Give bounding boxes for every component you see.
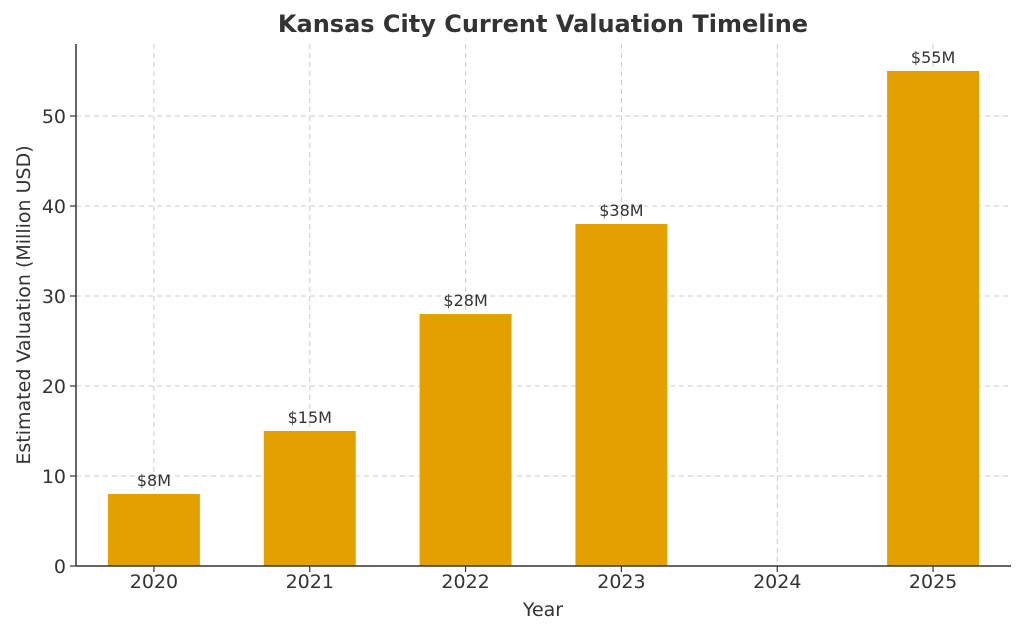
x-tick-label: 2024	[753, 571, 801, 593]
x-tick-label: 2022	[441, 571, 489, 593]
axes-layer	[70, 44, 1011, 572]
y-tick-label: 50	[42, 106, 66, 128]
y-tick-label: 20	[42, 376, 66, 398]
y-tick-label: 0	[54, 556, 66, 578]
bar-data-label: $38M	[599, 201, 643, 220]
bar-data-label: $15M	[288, 408, 332, 427]
bar	[107, 494, 200, 566]
x-axis-title: Year	[522, 599, 563, 621]
grid-layer	[76, 44, 1011, 567]
x-tick-label: 2025	[909, 571, 957, 593]
bar-data-label: $55M	[911, 48, 955, 67]
bar	[263, 431, 356, 566]
x-tick-label: 2023	[597, 571, 645, 593]
bar-data-label: $8M	[137, 471, 171, 490]
chart-title: Kansas City Current Valuation Timeline	[278, 10, 808, 38]
bar	[887, 71, 980, 566]
x-tick-label: 2020	[130, 571, 178, 593]
labels-layer: 0 10 20 30 40 50 2020 2021 2022 2023 2024 2025 $8M $1…	[42, 48, 957, 593]
y-tick-label: 30	[42, 286, 66, 308]
bars-layer	[107, 71, 980, 566]
y-tick-label: 10	[42, 466, 66, 488]
y-axis-title: Estimated Valuation (Million USD)	[13, 145, 35, 464]
bar-data-label: $28M	[443, 291, 487, 310]
x-tick-label: 2021	[286, 571, 334, 593]
bar	[419, 314, 512, 566]
bar	[575, 224, 668, 566]
y-tick-label: 40	[42, 196, 66, 218]
